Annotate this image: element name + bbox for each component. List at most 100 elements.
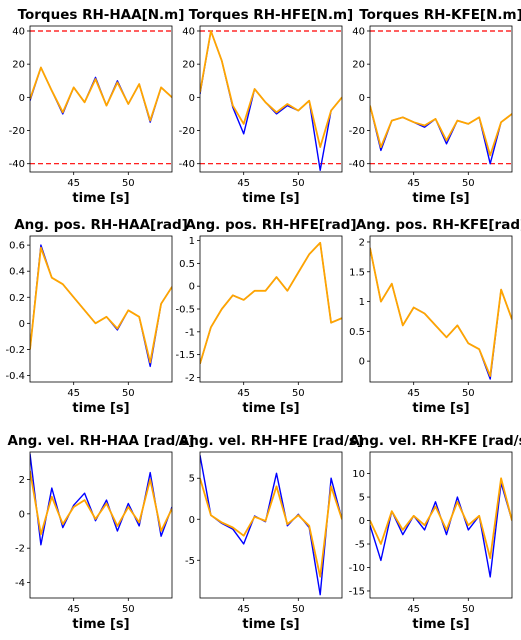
y-tick-label: 0.2 xyxy=(9,293,25,304)
x-axis-label: time [s] xyxy=(412,617,469,632)
y-tick-label: -0.4 xyxy=(5,371,25,382)
x-tick-label: 50 xyxy=(122,178,135,189)
x-tick-label: 45 xyxy=(67,604,80,615)
x-tick-label: 45 xyxy=(407,604,420,615)
x-tick-label: 45 xyxy=(407,388,420,399)
subplot-title: Ang. vel. RH-HAA [rad/s] xyxy=(8,433,195,449)
y-tick-label: 0 xyxy=(19,93,25,104)
subplot-title: Torques RH-HAA[N.m] xyxy=(18,7,185,23)
x-axis-label: time [s] xyxy=(72,191,129,206)
plot-frame xyxy=(199,451,343,599)
plot-frame xyxy=(369,235,513,383)
subplot-6: Ang. pos. RH-KFE[rad] 0 0.5 1 1.5 2 45 50 time [… xyxy=(349,217,521,416)
y-tick-label: 1.5 xyxy=(349,267,365,278)
subplot-title: Ang. pos. RH-HAA[rad] xyxy=(14,217,188,233)
x-tick-label: 45 xyxy=(67,178,80,189)
y-tick-label: 10 xyxy=(352,469,365,480)
subplot-1: Torques RH-HAA[N.m] -40 -20 0 20 40 45 50 time [… xyxy=(9,7,185,206)
y-tick-label: -40 xyxy=(179,159,195,170)
y-tick-label: 20 xyxy=(352,60,365,71)
y-tick-label: 0 xyxy=(359,516,365,527)
y-tick-label: -0.2 xyxy=(5,345,25,356)
series-line-orange xyxy=(200,30,342,149)
x-tick-label: 45 xyxy=(237,604,250,615)
y-tick-label: -2 xyxy=(185,373,195,384)
series-line-orange xyxy=(370,247,512,377)
subplot-3: Torques RH-KFE[N.m] -40 -20 0 20 40 45 50 time [… xyxy=(349,7,521,206)
subplot-4: Ang. pos. RH-HAA[rad] -0.4 -0.2 0 0.2 0.4 0.6 4… xyxy=(5,217,187,416)
y-tick-label: 0 xyxy=(19,319,25,330)
y-tick-label: 0.5 xyxy=(179,259,195,270)
y-tick-label: 20 xyxy=(182,60,195,71)
y-tick-label: -1.5 xyxy=(175,350,195,361)
y-tick-label: 0.6 xyxy=(9,241,25,252)
series-line-orange xyxy=(370,105,512,157)
series-line-orange xyxy=(370,477,512,559)
series-line-blue xyxy=(370,482,512,578)
y-tick-label: 20 xyxy=(12,60,25,71)
y-tick-label: -2 xyxy=(15,544,25,555)
y-tick-label: 0 xyxy=(19,509,25,520)
subplot-title: Ang. vel. RH-HFE [rad/s] xyxy=(179,433,363,449)
x-axis-label: time [s] xyxy=(72,617,129,632)
x-tick-label: 50 xyxy=(292,388,305,399)
x-tick-label: 50 xyxy=(292,178,305,189)
x-tick-label: 50 xyxy=(462,604,475,615)
y-tick-label: -40 xyxy=(349,159,365,170)
plot-frame xyxy=(369,25,513,173)
y-tick-label: 0.4 xyxy=(9,267,25,278)
x-tick-label: 50 xyxy=(122,604,135,615)
y-tick-label: -0.5 xyxy=(175,305,195,316)
y-tick-label: 40 xyxy=(182,26,195,37)
x-axis-label: time [s] xyxy=(242,617,299,632)
plot-frame xyxy=(369,451,513,599)
y-tick-label: 1 xyxy=(189,236,195,247)
series-line-orange xyxy=(30,66,172,122)
y-tick-label: 2 xyxy=(359,237,365,248)
y-tick-label: 40 xyxy=(12,26,25,37)
y-tick-label: 0 xyxy=(359,357,365,368)
plot-frame xyxy=(29,25,173,173)
y-tick-label: -15 xyxy=(349,586,365,597)
y-tick-label: -4 xyxy=(15,578,25,589)
subplot-5: Ang. pos. RH-HFE[rad] -2 -1.5 -1 -0.5 0 0.5 1 45… xyxy=(175,217,356,416)
y-tick-label: -20 xyxy=(9,126,25,137)
y-tick-label: -20 xyxy=(179,126,195,137)
x-axis-label: time [s] xyxy=(242,401,299,416)
series-line-blue xyxy=(200,30,342,172)
subplot-2: Torques RH-HFE[N.m] -40 -20 0 20 40 45 50 time [… xyxy=(179,7,354,206)
y-tick-label: -1 xyxy=(185,327,195,338)
plot-frame xyxy=(199,25,343,173)
y-tick-label: 40 xyxy=(352,26,365,37)
series-line-orange xyxy=(200,477,342,578)
x-tick-label: 50 xyxy=(122,388,135,399)
subplot-title: Ang. vel. RH-KFE [rad/s] xyxy=(349,433,521,449)
x-tick-label: 45 xyxy=(67,388,80,399)
x-tick-label: 45 xyxy=(407,178,420,189)
series-line-blue xyxy=(200,455,342,596)
y-tick-label: 5 xyxy=(189,474,195,485)
x-tick-label: 45 xyxy=(237,178,250,189)
series-line-blue xyxy=(200,242,342,365)
y-tick-label: 2 xyxy=(19,475,25,486)
subplot-title: Torques RH-HFE[N.m] xyxy=(189,7,353,23)
x-tick-label: 50 xyxy=(462,178,475,189)
y-tick-label: -5 xyxy=(355,540,365,551)
subplot-7: Ang. vel. RH-HAA [rad/s] -4 -2 0 2 45 50 time [… xyxy=(8,433,195,632)
y-tick-label: -40 xyxy=(9,159,25,170)
x-axis-label: time [s] xyxy=(412,401,469,416)
plot-frame xyxy=(29,451,173,599)
y-tick-label: -10 xyxy=(349,563,365,574)
series-line-blue xyxy=(30,66,172,123)
series-line-blue xyxy=(370,247,512,380)
x-tick-label: 50 xyxy=(462,388,475,399)
y-tick-label: -5 xyxy=(185,556,195,567)
series-line-orange xyxy=(30,470,172,536)
y-tick-label: 0 xyxy=(359,93,365,104)
series-line-orange xyxy=(200,241,342,365)
subplot-9: Ang. vel. RH-KFE [rad/s] -15 -10 -5 0 5 10 45 50… xyxy=(349,433,521,632)
y-tick-label: 5 xyxy=(359,493,365,504)
subplot-title: Torques RH-KFE[N.m] xyxy=(359,7,521,23)
